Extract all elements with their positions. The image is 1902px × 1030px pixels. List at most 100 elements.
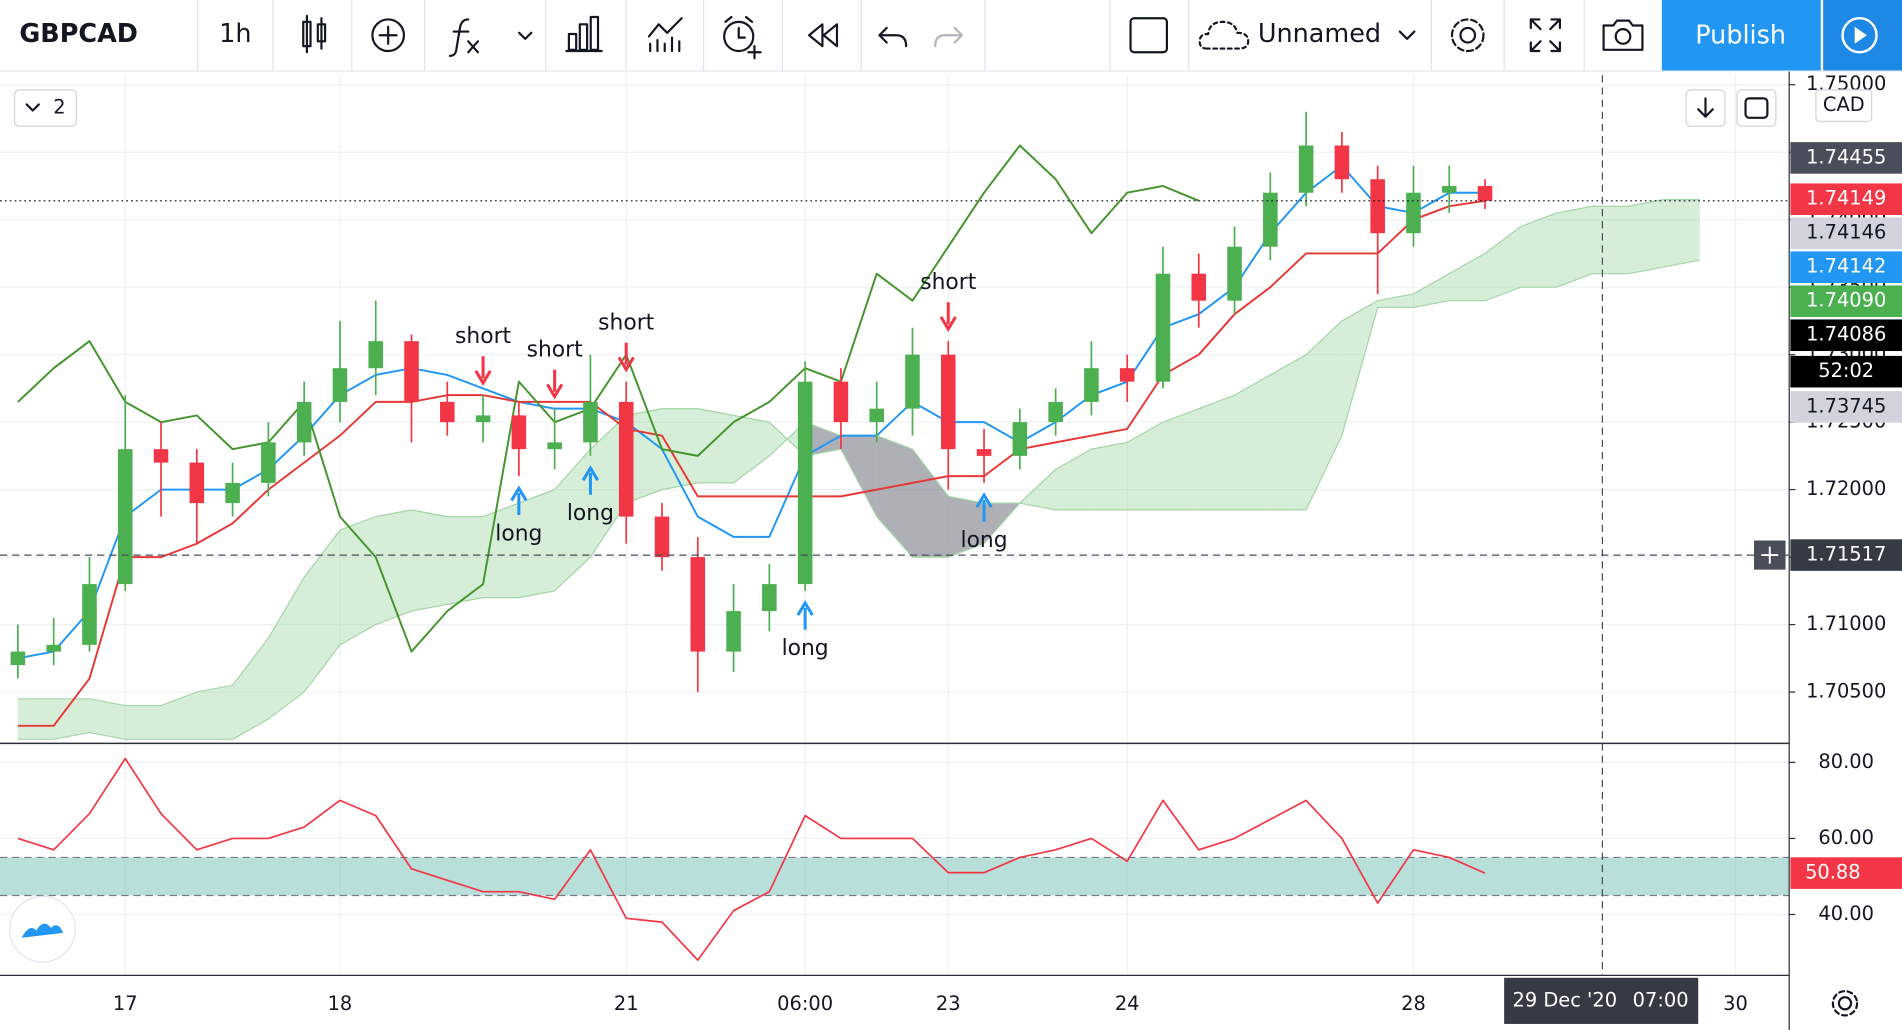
- y-tick-label: 1.71000: [1806, 612, 1886, 635]
- cloud-segment: [1306, 320, 1342, 510]
- price-badge-label: 1.74086: [1806, 323, 1886, 346]
- price-badge: [1790, 319, 1902, 352]
- snapshot-icon[interactable]: [1602, 19, 1644, 51]
- expand-icon[interactable]: [1529, 18, 1562, 53]
- axis-settings-icon[interactable]: [1831, 990, 1859, 1017]
- candle-body: [189, 462, 205, 504]
- candle-body: [1370, 179, 1385, 234]
- candle-body: [726, 611, 741, 652]
- indicator-line: [17, 144, 1200, 653]
- x-tick-label: 28: [1401, 992, 1426, 1015]
- candle-body: [261, 442, 276, 483]
- chart-name[interactable]: Unnamed: [1258, 19, 1381, 49]
- candle-body: [440, 401, 455, 423]
- maximize-button[interactable]: [1736, 89, 1777, 127]
- publish-label[interactable]: Publish: [1695, 20, 1786, 50]
- redo-icon[interactable]: [934, 26, 964, 48]
- candle-body: [1155, 273, 1171, 382]
- short-arrow: [617, 342, 635, 373]
- candle-body: [225, 482, 240, 504]
- candle-body: [618, 401, 634, 517]
- cloud-segment: [1019, 469, 1056, 510]
- long-arrow: [975, 492, 993, 522]
- indicators-icon[interactable]: [448, 18, 533, 57]
- signal-label: short: [598, 310, 654, 335]
- cloud-segment: [1663, 199, 1700, 267]
- replay-icon[interactable]: [807, 23, 839, 48]
- span-a-line: [17, 198, 1700, 707]
- price-badge-label: 52:02: [1818, 359, 1874, 382]
- crosshair-plus: [1761, 546, 1779, 564]
- templates-icon[interactable]: [647, 17, 683, 53]
- candles-icon[interactable]: [302, 14, 327, 54]
- cloud-segment: [411, 509, 448, 612]
- candle-body: [583, 401, 598, 443]
- alert-icon[interactable]: [723, 15, 762, 60]
- maximize-icon: [1744, 97, 1769, 119]
- fullscreen-layout-icon[interactable]: [1129, 17, 1169, 54]
- price-badge-label: 1.74455: [1806, 145, 1886, 168]
- pane-toggle[interactable]: 2: [13, 89, 78, 127]
- interval[interactable]: 1h: [219, 19, 251, 49]
- short-arrow: [939, 302, 957, 332]
- cloud-segment: [1592, 206, 1629, 274]
- candle-body: [117, 449, 133, 585]
- x-tick-label: 18: [328, 992, 353, 1015]
- undo-icon[interactable]: [878, 26, 908, 48]
- settings-icon[interactable]: [1450, 18, 1485, 53]
- crosshair-time: 07:00: [1633, 988, 1689, 1011]
- cloud-segment: [876, 435, 913, 558]
- price-badge: [1790, 183, 1902, 215]
- x-tick-label: 21: [614, 992, 639, 1015]
- x-tick-label: 24: [1115, 992, 1140, 1015]
- crosshair-date: 29 Dec '20: [1513, 988, 1618, 1011]
- signal-label: short: [455, 324, 511, 349]
- price-badge-label: 1.73745: [1806, 394, 1886, 417]
- cloud-segment: [1628, 199, 1664, 274]
- price-badge: [1790, 391, 1902, 423]
- signal-label: short: [527, 337, 583, 362]
- chevron: [25, 103, 40, 112]
- chevron[interactable]: [1398, 30, 1416, 40]
- cloud-segment: [1556, 206, 1593, 288]
- crosshair-time-badge: [1504, 977, 1699, 1024]
- rsi-badge: [1790, 857, 1902, 889]
- candle-body: [1084, 368, 1099, 402]
- rsi-badge-label: 50.88: [1805, 861, 1861, 884]
- candle-body: [332, 368, 348, 402]
- compare-icon[interactable]: [371, 18, 406, 53]
- rsi-band: [0, 857, 1790, 896]
- candle-body: [1441, 185, 1457, 193]
- price-badge-label: 1.74146: [1806, 221, 1886, 244]
- candle-body: [833, 381, 849, 423]
- y-tick-label: 1.70500: [1806, 680, 1886, 703]
- cloud-segment: [268, 577, 305, 720]
- cloud-segment: [518, 489, 555, 598]
- candle-body: [1334, 145, 1350, 180]
- symbol[interactable]: GBPCAD: [19, 19, 138, 49]
- long-arrow: [510, 485, 528, 515]
- candle-body: [869, 408, 884, 423]
- rsi-line: [17, 757, 1486, 961]
- cloud-segment: [53, 698, 90, 740]
- pane-toggle-box[interactable]: [13, 89, 78, 127]
- candle-body: [404, 341, 419, 402]
- candle-body: [1048, 401, 1063, 423]
- price-badge: [1790, 355, 1902, 388]
- candle-body: [690, 557, 706, 652]
- financials-icon[interactable]: [565, 15, 603, 53]
- play-triangle: [1854, 26, 1867, 44]
- cloud-segment: [304, 530, 340, 693]
- currency-box[interactable]: [1815, 89, 1873, 123]
- candle-body: [1191, 273, 1207, 301]
- cloud-segment: [1520, 212, 1557, 288]
- cloud-segment: [1377, 293, 1414, 308]
- crosshair-price: 1.71517: [1806, 543, 1886, 566]
- indicator-line: [17, 199, 1486, 727]
- candle-body: [976, 449, 992, 456]
- crosshair-price-badge: [1790, 539, 1902, 571]
- cloud-segment: [805, 422, 841, 456]
- publish-button[interactable]: [1661, 0, 1821, 71]
